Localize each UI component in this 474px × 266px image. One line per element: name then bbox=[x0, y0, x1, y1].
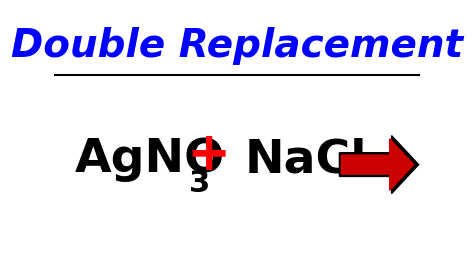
Text: NaCl: NaCl bbox=[245, 138, 367, 182]
FancyArrow shape bbox=[341, 139, 414, 190]
FancyArrow shape bbox=[339, 136, 419, 194]
Text: Double Replacement: Double Replacement bbox=[11, 27, 463, 65]
Text: AgNO: AgNO bbox=[75, 138, 225, 182]
Text: +: + bbox=[186, 129, 230, 181]
Text: 3: 3 bbox=[189, 169, 210, 198]
